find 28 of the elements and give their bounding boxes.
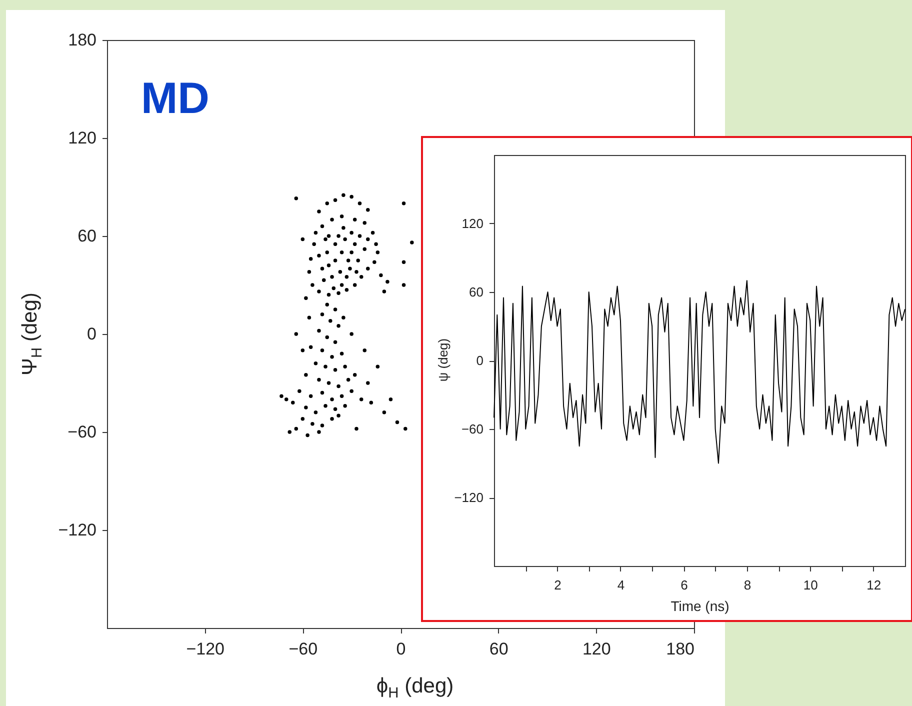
annotation: MD (141, 74, 210, 123)
x-tick-label: 2 (554, 578, 562, 592)
y-tick-label: 0 (476, 353, 484, 368)
y-tick-label: 0 (87, 324, 96, 344)
x-tick-label: 12 (866, 578, 882, 592)
x-axis-title: Time (ns) (670, 598, 730, 614)
x-tick-label: −120 (186, 640, 224, 658)
y-tick-label: 120 (68, 128, 96, 148)
y-axis-title: ψ (deg) (436, 338, 450, 382)
x-tick-label: 0 (396, 640, 406, 658)
x-tick-label: 8 (744, 578, 752, 592)
x-tick-label: 4 (617, 578, 625, 592)
x-tick-label: 10 (803, 578, 818, 592)
y-tick-label: −60 (68, 422, 96, 442)
y-tick-label: 60 (78, 226, 96, 246)
x-tick-label: 60 (489, 640, 508, 658)
y-tick-label: −120 (454, 490, 484, 505)
x-tick-label: 6 (680, 578, 688, 592)
x-tick-label: −60 (288, 640, 318, 658)
y-tick-label: 60 (469, 284, 484, 300)
x-axis-title: ϕ$_{H}$ (deg) (376, 674, 454, 702)
y-tick-label: −60 (461, 422, 484, 436)
y-tick-label: 120 (462, 216, 484, 231)
line-series (494, 280, 906, 464)
y-tick-label: 180 (68, 30, 96, 50)
y-tick-label: −120 (58, 520, 96, 540)
x-tick-label: 120 (582, 640, 611, 658)
x-tick-label: 180 (666, 640, 694, 658)
